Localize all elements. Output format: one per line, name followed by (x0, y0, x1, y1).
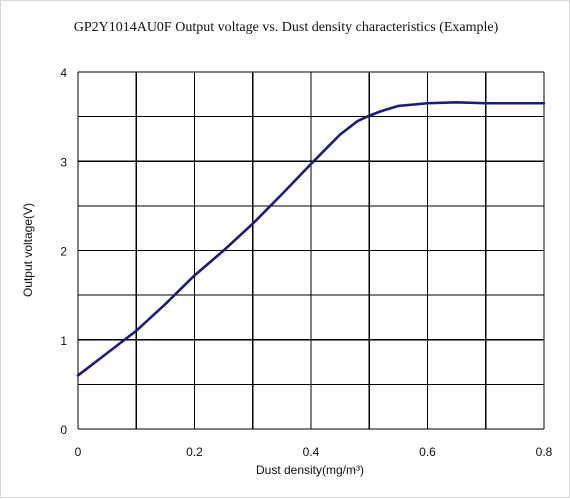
y-tick-label-0: 0 (60, 423, 67, 437)
y-axis-label: Output voltage(V) (21, 203, 35, 297)
tick-labels: 0 0.2 0.4 0.6 0.8 0 1 2 3 4 (60, 66, 552, 459)
chart-title: GP2Y1014AU0F Output voltage vs. Dust den… (74, 20, 499, 35)
series-line-0 (76, 101, 546, 377)
x-tick-label-1: 0.2 (186, 445, 203, 459)
x-tick-label-3: 0.6 (419, 445, 436, 459)
y-tick-label-4: 4 (60, 66, 67, 80)
series-layer (76, 101, 546, 377)
x-axis-label: Dust density(mg/m³) (256, 463, 364, 477)
grid-lines (77, 71, 545, 430)
y-tick-label-2: 2 (60, 245, 67, 259)
x-tick-label-4: 0.8 (536, 445, 553, 459)
x-tick-label-0: 0 (75, 445, 82, 459)
y-tick-label-1: 1 (60, 334, 67, 348)
x-tick-label-2: 0.4 (303, 445, 320, 459)
y-tick-label-3: 3 (60, 155, 67, 169)
